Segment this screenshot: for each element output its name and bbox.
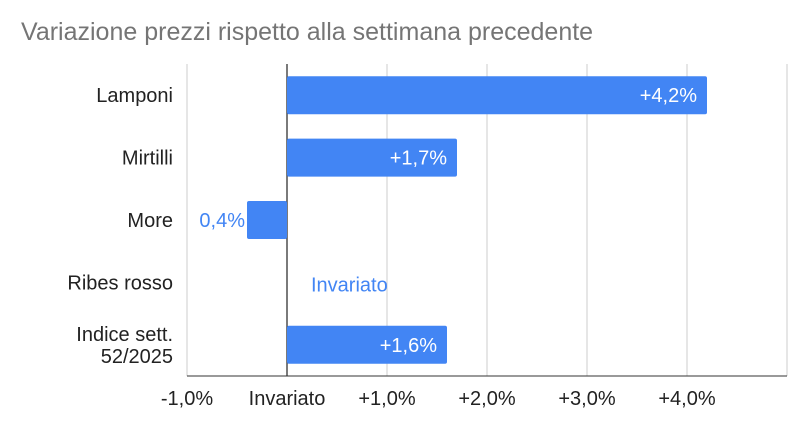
category-label-ribes-rosso: Ribes rosso (67, 272, 173, 294)
x-tick-label: +2,0% (458, 388, 515, 410)
bar-mirtilli (287, 138, 457, 177)
bar-indice-sett-52-2025 (287, 325, 447, 364)
category-label-mirtilli: Mirtilli (122, 148, 173, 170)
bar-more (247, 201, 287, 239)
chart-title: Variazione prezzi rispetto alla settiman… (21, 18, 594, 46)
data-label-more: 0,4% (199, 210, 245, 232)
data-label-ribes-rosso: Invariato (311, 274, 388, 296)
bar-lamponi (287, 76, 707, 115)
category-label-more: More (127, 210, 173, 232)
gridlines (186, 64, 788, 377)
category-label-indice-sett-52-2025: Indice sett. 52/2025 (76, 324, 173, 368)
x-tick-labels: -1,0% Invariato +1,0% +2,0% +3,0% +4,0% (161, 388, 716, 410)
category-label-lamponi: Lamponi (96, 85, 173, 107)
data-label-indice-sett-52-2025: +1,6% (380, 335, 437, 357)
x-tick-label: +1,0% (358, 388, 415, 410)
x-tick-label: -1,0% (161, 388, 213, 410)
data-label-mirtilli: +1,7% (390, 148, 447, 170)
data-labels: +4,2% +1,7% 0,4% Invariato +1,6% (199, 85, 697, 357)
x-tick-label: Invariato (249, 388, 326, 410)
x-tick-label: +3,0% (558, 388, 615, 410)
bars (247, 76, 707, 364)
data-label-lamponi: +4,2% (640, 85, 697, 107)
category-labels: Lamponi Mirtilli More Ribes rosso Indice set… (67, 85, 173, 368)
x-tick-label: +4,0% (658, 388, 715, 410)
